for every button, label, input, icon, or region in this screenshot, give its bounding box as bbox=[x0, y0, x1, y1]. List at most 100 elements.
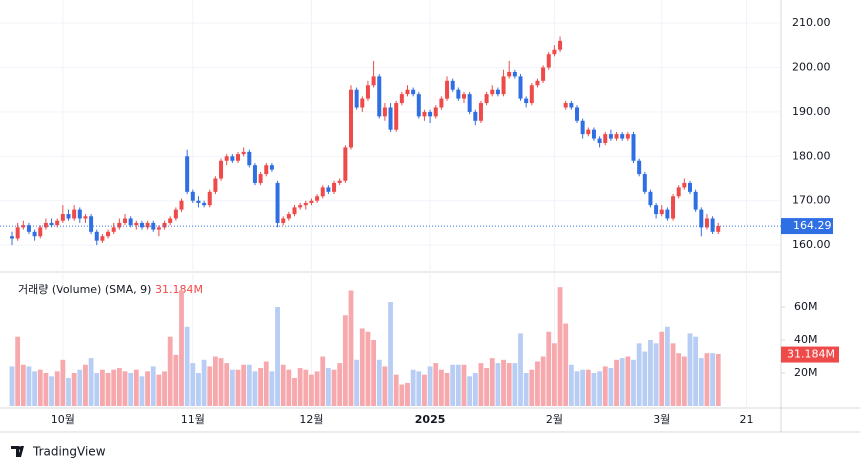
volume-bar bbox=[693, 336, 699, 406]
volume-bar bbox=[665, 326, 670, 406]
volume-bar bbox=[196, 373, 201, 406]
candle-body bbox=[716, 226, 721, 232]
candle-body bbox=[224, 156, 229, 161]
candle-body bbox=[213, 178, 218, 192]
y-tick-label: 180.00 bbox=[792, 149, 831, 162]
volume-bar bbox=[88, 358, 94, 406]
candle-body bbox=[196, 200, 201, 203]
volume-bar bbox=[501, 359, 506, 406]
candle-body bbox=[156, 227, 161, 230]
x-tick-label: 21 bbox=[740, 413, 754, 426]
candle-body bbox=[382, 107, 387, 117]
logo bbox=[11, 446, 24, 457]
candle-body bbox=[614, 134, 619, 139]
candle-body bbox=[445, 80, 450, 99]
volume-bar bbox=[687, 333, 693, 406]
volume-bar bbox=[410, 369, 416, 406]
volume-bar bbox=[269, 371, 275, 406]
candle-body bbox=[162, 222, 167, 228]
volume-bar bbox=[162, 371, 167, 406]
volume-bar bbox=[77, 369, 83, 406]
volume-bar bbox=[37, 369, 43, 406]
y-tick-label: 160.00 bbox=[792, 238, 831, 251]
volume-bar bbox=[568, 364, 574, 406]
marks bbox=[9, 36, 721, 406]
volume-bar bbox=[681, 356, 687, 406]
volume-bar bbox=[173, 354, 179, 406]
candle-body bbox=[597, 138, 602, 143]
candle-body bbox=[89, 216, 94, 232]
candle-body bbox=[349, 89, 353, 148]
volume-bar bbox=[625, 356, 631, 406]
volume-bar bbox=[608, 368, 614, 406]
volume-bar bbox=[43, 373, 49, 406]
candle-body bbox=[303, 202, 308, 206]
volume-bar bbox=[105, 373, 111, 406]
candle-body bbox=[580, 120, 585, 135]
volume-bar bbox=[365, 331, 371, 406]
volume-bar bbox=[642, 351, 648, 406]
volume-bar bbox=[32, 371, 37, 406]
volume-bar bbox=[495, 363, 501, 406]
candle-body bbox=[66, 214, 71, 219]
candle-body bbox=[145, 222, 150, 228]
volume-bar bbox=[218, 358, 224, 406]
volume-bar bbox=[648, 340, 653, 406]
volume-bar bbox=[54, 371, 60, 406]
y-tick-label: 210.00 bbox=[792, 16, 831, 29]
volume-bar bbox=[156, 374, 162, 406]
volume-bar bbox=[145, 371, 150, 406]
volume-bar bbox=[60, 359, 66, 406]
volume-bar bbox=[518, 333, 523, 406]
candle-body bbox=[428, 111, 433, 117]
candle-body bbox=[38, 227, 43, 237]
candle-body bbox=[569, 103, 574, 108]
candle-body bbox=[688, 182, 692, 192]
candle-body bbox=[134, 222, 139, 226]
candle-body bbox=[320, 187, 325, 197]
candle-body bbox=[710, 218, 715, 232]
volume-bar bbox=[337, 363, 343, 406]
volume-bar bbox=[676, 353, 682, 406]
volume-bar bbox=[619, 358, 625, 406]
volume-bar bbox=[49, 376, 54, 406]
candle-body bbox=[518, 76, 523, 99]
volume-bar bbox=[546, 331, 552, 406]
candle-body bbox=[343, 147, 348, 181]
volume-bar bbox=[439, 369, 444, 406]
candle-body bbox=[43, 222, 48, 228]
candle-body bbox=[264, 165, 269, 175]
volume-bar bbox=[535, 361, 540, 406]
volume-bar bbox=[461, 364, 467, 406]
volume-bar bbox=[399, 384, 405, 406]
candle-body bbox=[676, 187, 681, 197]
y-tick-label: 200.00 bbox=[792, 61, 831, 74]
candle-body bbox=[371, 76, 376, 86]
volume-bar bbox=[229, 369, 235, 406]
candle-body bbox=[309, 200, 314, 203]
volume-bar bbox=[111, 369, 117, 406]
volume-bar bbox=[133, 369, 139, 406]
volume-bar bbox=[602, 366, 608, 406]
candle-body bbox=[236, 154, 240, 161]
candle-body bbox=[292, 207, 297, 215]
candle-body bbox=[179, 200, 184, 210]
volume-bar bbox=[478, 363, 484, 406]
candle-body bbox=[139, 222, 144, 228]
candle-body bbox=[467, 94, 472, 112]
volume-bar bbox=[235, 369, 241, 406]
candle-body bbox=[462, 94, 466, 99]
candle-body bbox=[207, 191, 212, 206]
y-tick-label: 170.00 bbox=[792, 194, 831, 207]
volume-bar bbox=[653, 343, 659, 406]
candle-body bbox=[252, 165, 257, 183]
candle-body bbox=[608, 134, 613, 139]
candle-body bbox=[394, 103, 399, 130]
volume-bar bbox=[331, 369, 337, 406]
candle-body bbox=[631, 134, 636, 161]
candle-body bbox=[230, 156, 235, 161]
candle-body bbox=[275, 182, 280, 223]
candle-body bbox=[563, 103, 568, 108]
volume-bar bbox=[26, 366, 32, 406]
volume-tick-label: 40M bbox=[794, 333, 818, 346]
